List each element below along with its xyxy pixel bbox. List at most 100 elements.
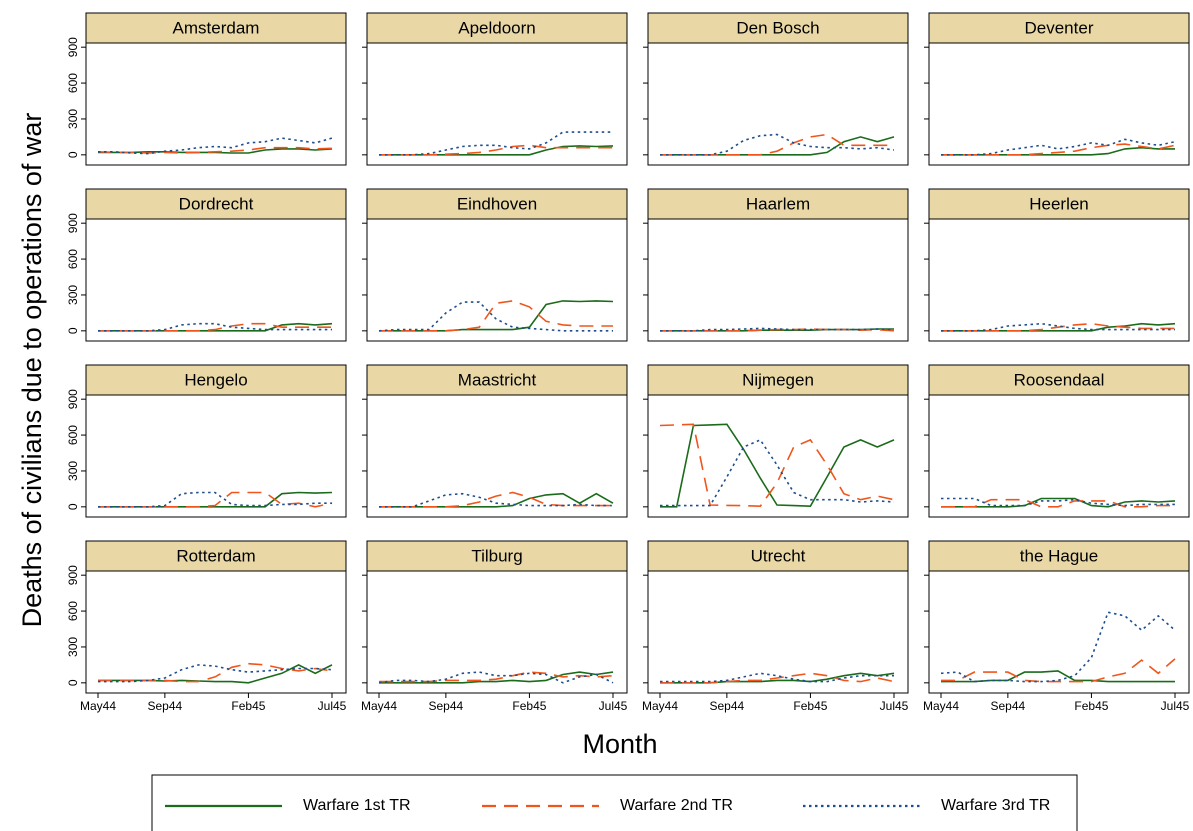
y-tick-label: 300 [66,109,80,129]
panel-header [647,364,909,396]
y-tick-label: 900 [66,389,80,409]
series-line [379,492,613,508]
y-tick-label: 300 [66,637,80,657]
panel-title: Haarlem [746,194,810,213]
y-tick-label: 900 [66,213,80,233]
series-line [660,136,895,156]
panel-header [85,364,347,396]
series-line [379,671,614,683]
panel-header [928,12,1190,44]
y-tick-label: 900 [66,37,80,57]
legend-label: Warfare 1st TR [303,797,411,814]
panel-header [647,12,909,44]
series-line [378,301,613,332]
y-tick-label: 0 [66,679,80,686]
x-tick-label: Feb45 [793,699,827,713]
series-line [941,146,1175,156]
y-tick-label: 600 [66,73,80,93]
panel-title: Maastricht [458,370,537,389]
y-axis-label: Deaths of civilians due to operations of… [17,113,47,628]
panel-header [366,188,628,220]
series-line [660,133,895,156]
series-line [98,491,333,508]
panel-title: Dordrecht [179,194,254,213]
panel-title: Deventer [1025,18,1094,37]
panel-title: Nijmegen [742,370,814,389]
series-line [98,491,332,508]
series-line [98,664,333,684]
plot-area [647,218,909,342]
x-tick-label: Feb45 [1074,699,1108,713]
panel-title: Rotterdam [176,546,255,565]
x-tick-label: Feb45 [512,699,546,713]
x-tick-label: May44 [361,699,397,713]
x-axis-label: Month [582,729,657,759]
series-line [379,671,614,684]
x-tick-label: Sep44 [991,699,1026,713]
x-tick-label: Feb45 [231,699,265,713]
series-line [379,492,614,508]
panel-title: Apeldoorn [458,18,536,37]
y-tick-label: 300 [66,461,80,481]
plot-area [366,570,628,694]
x-tick-label: Jul45 [599,699,628,713]
series-line [941,658,1176,683]
x-tick-label: May44 [642,699,678,713]
y-tick-label: 600 [66,249,80,269]
plot-area [928,42,1190,166]
series-line [941,497,1176,508]
plot-area [366,218,628,342]
series-line [660,672,895,684]
plot-area [85,42,347,166]
panel-title: Heerlen [1029,194,1089,213]
y-tick-label: 0 [66,327,80,334]
series-line [941,143,1176,156]
series-line [941,322,1175,332]
series-line [941,498,1175,508]
series-line [941,670,1175,683]
series-line [98,662,333,683]
series-line [97,146,333,154]
panel-title: Eindhoven [457,194,537,213]
panel-header [647,188,909,220]
y-tick-label: 900 [66,565,80,585]
x-tick-label: Sep44 [148,699,183,713]
series-line [941,322,1176,332]
plot-area [85,570,347,694]
panel-title: the Hague [1020,546,1098,565]
y-tick-label: 600 [66,601,80,621]
legend-label: Warfare 3rd TR [941,797,1050,814]
panel-header [928,188,1190,220]
plot-area [647,42,909,166]
x-tick-label: May44 [923,699,959,713]
plot-area [647,394,909,518]
plot-area [366,42,628,166]
panel-title: Roosendaal [1014,370,1105,389]
panel-title: Utrecht [751,546,806,565]
plot-area [928,218,1190,342]
x-tick-label: Sep44 [710,699,745,713]
series-line [379,300,614,332]
panel-header [366,12,628,44]
series-line [660,328,895,332]
plot-area [85,218,347,342]
panel-title: Amsterdam [173,18,260,37]
series-line [379,131,613,156]
series-line [98,664,333,683]
series-line [660,672,895,684]
legend-label: Warfare 2nd TR [620,797,733,814]
plot-area [928,394,1190,518]
x-tick-label: Jul45 [318,699,347,713]
series-line [98,322,333,332]
y-tick-label: 300 [66,285,80,305]
panel-header [647,540,909,572]
plot-area [647,570,909,694]
legend-box [151,774,1078,831]
series-line [379,144,613,156]
panel-title: Tilburg [471,546,522,565]
series-line [98,322,332,332]
series-line [98,491,333,508]
y-tick-label: 0 [66,503,80,510]
series-line [660,133,894,156]
